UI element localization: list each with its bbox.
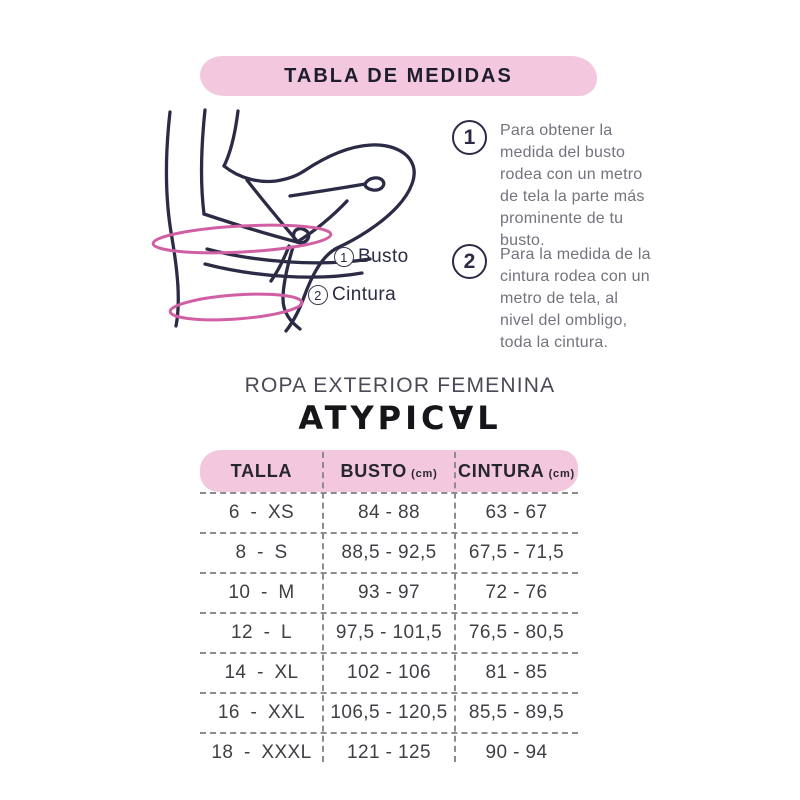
table-row: 14 - XL 102 - 106 81 - 85 (200, 652, 578, 692)
size-cell: 14 - XL (224, 662, 299, 683)
busto-cell: 97,5 - 101,5 (335, 622, 443, 643)
number-2-badge-icon: 2 (308, 285, 328, 305)
category-subtitle: ROPA EXTERIOR FEMENINA (244, 374, 556, 397)
number-1-badge-icon: 1 (334, 247, 354, 267)
instruction-1-text: Para obtener la medida del busto rodea c… (500, 122, 645, 249)
busto-callout-text: Busto (358, 246, 409, 267)
torso-illustration (151, 108, 416, 333)
table-row: 6 - XS 84 - 88 63 - 67 (200, 492, 578, 532)
page-title: TABLA DE MEDIDAS (284, 64, 513, 87)
size-cell: 10 - M (228, 582, 295, 603)
size-cell: 18 - XXXL (211, 742, 312, 763)
column-divider (322, 452, 324, 762)
size-cell: 6 - XS (228, 502, 295, 523)
cintura-cell: 67,5 - 71,5 (468, 542, 565, 563)
instruction-2: 2 Para la medida de la cintura rodea con… (452, 244, 652, 354)
busto-cell: 102 - 106 (347, 662, 431, 683)
cintura-cell: 81 - 85 (485, 662, 548, 683)
busto-cell: 121 - 125 (347, 742, 431, 763)
cintura-callout-text: Cintura (332, 284, 397, 305)
size-cell: 12 - L (231, 622, 292, 643)
column-header-busto: BUSTO (cm) (323, 461, 455, 482)
cintura-cell: 76,5 - 80,5 (468, 622, 565, 643)
busto-cell: 84 - 88 (358, 502, 420, 523)
busto-header-label: BUSTO (340, 460, 408, 481)
size-cell: 8 - S (235, 542, 288, 563)
instruction-1-number-icon: 1 (452, 120, 487, 155)
busto-unit-label: (cm) (411, 467, 438, 480)
measurement-ellipses (151, 223, 333, 322)
table-row: 12 - L 97,5 - 101,5 76,5 - 80,5 (200, 612, 578, 652)
size-table: TALLA BUSTO (cm) CINTURA (cm) 6 - XS 84 … (200, 450, 578, 772)
table-header: TALLA BUSTO (cm) CINTURA (cm) (200, 450, 578, 492)
bust-measure-ellipse (151, 223, 333, 255)
busto-callout: 1 Busto (334, 246, 409, 268)
column-header-talla: TALLA (200, 461, 323, 482)
brand-logo: ATYPIC∀L (298, 399, 502, 437)
title-banner: TABLA DE MEDIDAS (200, 56, 597, 96)
talla-header-label: TALLA (230, 460, 293, 481)
cintura-cell: 85,5 - 89,5 (468, 702, 565, 723)
size-cell: 16 - XXL (217, 702, 306, 723)
table-row: 16 - XXL 106,5 - 120,5 85,5 - 89,5 (200, 692, 578, 732)
busto-cell: 106,5 - 120,5 (330, 702, 448, 723)
table-body: 6 - XS 84 - 88 63 - 67 8 - S 88,5 - 92,5… (200, 492, 578, 772)
cintura-unit-label: (cm) (548, 467, 576, 480)
column-header-cintura: CINTURA (cm) (455, 461, 578, 482)
instruction-1: 1 Para obtener la medida del busto rodea… (452, 120, 652, 252)
column-divider (454, 452, 456, 762)
cintura-callout: 2 Cintura (308, 284, 396, 306)
table-row: 10 - M 93 - 97 72 - 76 (200, 572, 578, 612)
cintura-cell: 63 - 67 (485, 502, 548, 523)
cintura-header-label: CINTURA (457, 460, 545, 481)
table-row: 8 - S 88,5 - 92,5 67,5 - 71,5 (200, 532, 578, 572)
waist-measure-ellipse (168, 292, 304, 322)
busto-cell: 93 - 97 (358, 582, 420, 603)
instruction-2-number-icon: 2 (452, 244, 487, 279)
cintura-cell: 72 - 76 (485, 582, 548, 603)
cintura-cell: 90 - 94 (485, 742, 548, 763)
busto-cell: 88,5 - 92,5 (341, 542, 437, 563)
instruction-2-text: Para la medida de la cintura rodea con u… (500, 246, 651, 351)
table-row: 18 - XXXL 121 - 125 90 - 94 (200, 732, 578, 772)
